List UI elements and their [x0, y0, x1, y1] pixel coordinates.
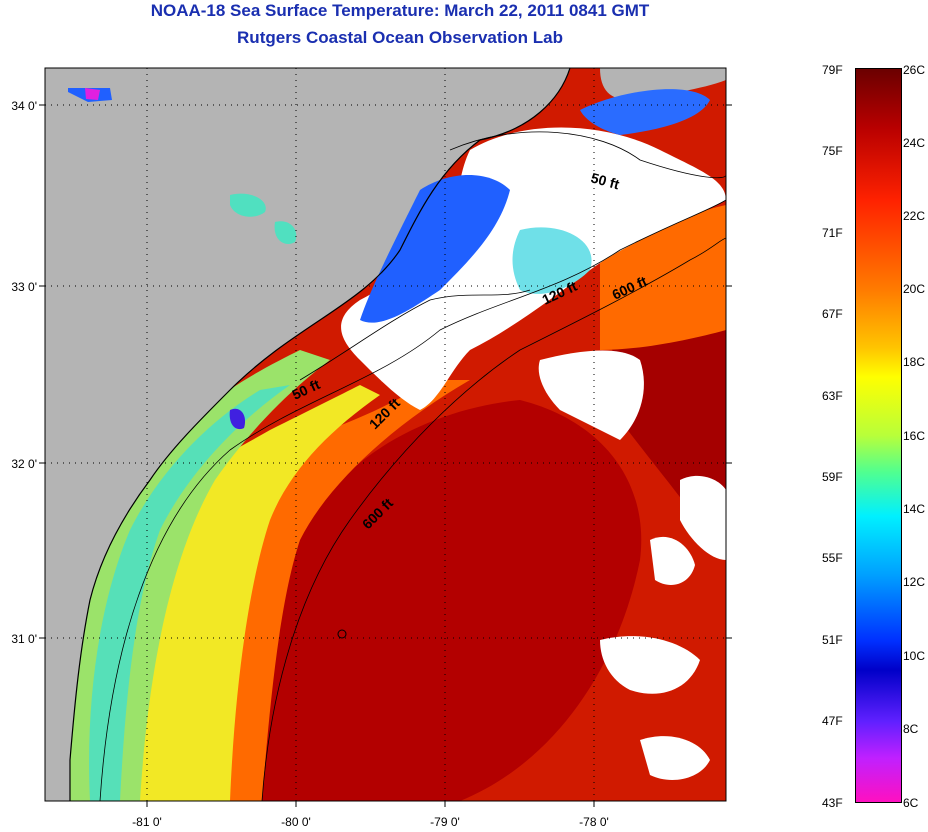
colorbar-c-label: 6C: [903, 796, 919, 810]
colorbar-f-label: 59F: [822, 470, 843, 484]
colorbar-c-label: 8C: [903, 722, 919, 736]
cool-water-3: [512, 227, 592, 294]
lon-label: -80 0': [281, 815, 311, 829]
cloud-east-1: [680, 475, 726, 560]
lat-label: 32 0': [11, 457, 37, 471]
colorbar-c-label: 14C: [903, 502, 926, 516]
tick-marks: [39, 104, 732, 807]
isobath-50ft-north: [449, 131, 726, 179]
colorbar-c-label: 24C: [903, 136, 926, 150]
warm-core: [260, 400, 642, 801]
cyan-band: [89, 385, 291, 801]
lat-label: 34 0': [11, 99, 37, 113]
lon-label: -79 0': [430, 815, 460, 829]
graticule: [45, 68, 726, 801]
colorbar-c-label: 22C: [903, 209, 926, 223]
colorbar: [855, 68, 902, 803]
colorbar-c-label: 10C: [903, 649, 926, 663]
cold-water-2: [580, 89, 710, 135]
colorbar-f-label: 63F: [822, 389, 843, 403]
colorbar-f-label: 79F: [822, 63, 843, 77]
lat-label: 33 0': [11, 280, 37, 294]
colorbar-c-label: 12C: [903, 575, 926, 589]
map-frame: [44, 67, 727, 802]
colorbar-c-label: 16C: [903, 429, 926, 443]
cool-patch-2: [274, 221, 297, 244]
page-title: NOAA-18 Sea Surface Temperature: March 2…: [150, 1, 650, 20]
buoy-marker: [337, 629, 347, 639]
lat-label: 31 0': [11, 632, 37, 646]
cold-patch-coast: [229, 408, 246, 430]
shelf-orange: [600, 205, 726, 350]
cloud-south: [640, 736, 710, 780]
colorbar-c-label: 20C: [903, 282, 926, 296]
contour-label: 50 ft: [589, 169, 621, 192]
land-northeast: [600, 68, 726, 100]
page-subtitle: Rutgers Coastal Ocean Observation Lab: [237, 28, 563, 47]
cloud-mid: [538, 350, 644, 440]
isobath-600ft: [261, 237, 726, 801]
cold-water-1: [360, 175, 510, 323]
colorbar-f-label: 75F: [822, 144, 843, 158]
colorbar-f-label: 47F: [822, 714, 843, 728]
colorbar-f-label: 67F: [822, 307, 843, 321]
isobath-50ft-south: [299, 289, 531, 381]
colorbar-f-label: 71F: [822, 226, 843, 240]
magenta-patch-nw: [85, 88, 100, 100]
colorbar-c-label: 18C: [903, 355, 926, 369]
cloud-east-2: [650, 536, 695, 585]
land-carolinas: [45, 68, 570, 801]
colorbar-f-label: 43F: [822, 796, 843, 810]
colorbar-f-label: 51F: [822, 633, 843, 647]
colorbar-c-label: 26C: [903, 63, 926, 77]
cloud-southeast: [600, 636, 700, 694]
coastline: [69, 68, 571, 801]
lon-label: -81 0': [132, 815, 162, 829]
isobath-120ft: [99, 199, 726, 801]
lon-label: -78 0': [579, 815, 609, 829]
colorbar-f-label: 55F: [822, 551, 843, 565]
cool-patch-1: [230, 193, 266, 217]
